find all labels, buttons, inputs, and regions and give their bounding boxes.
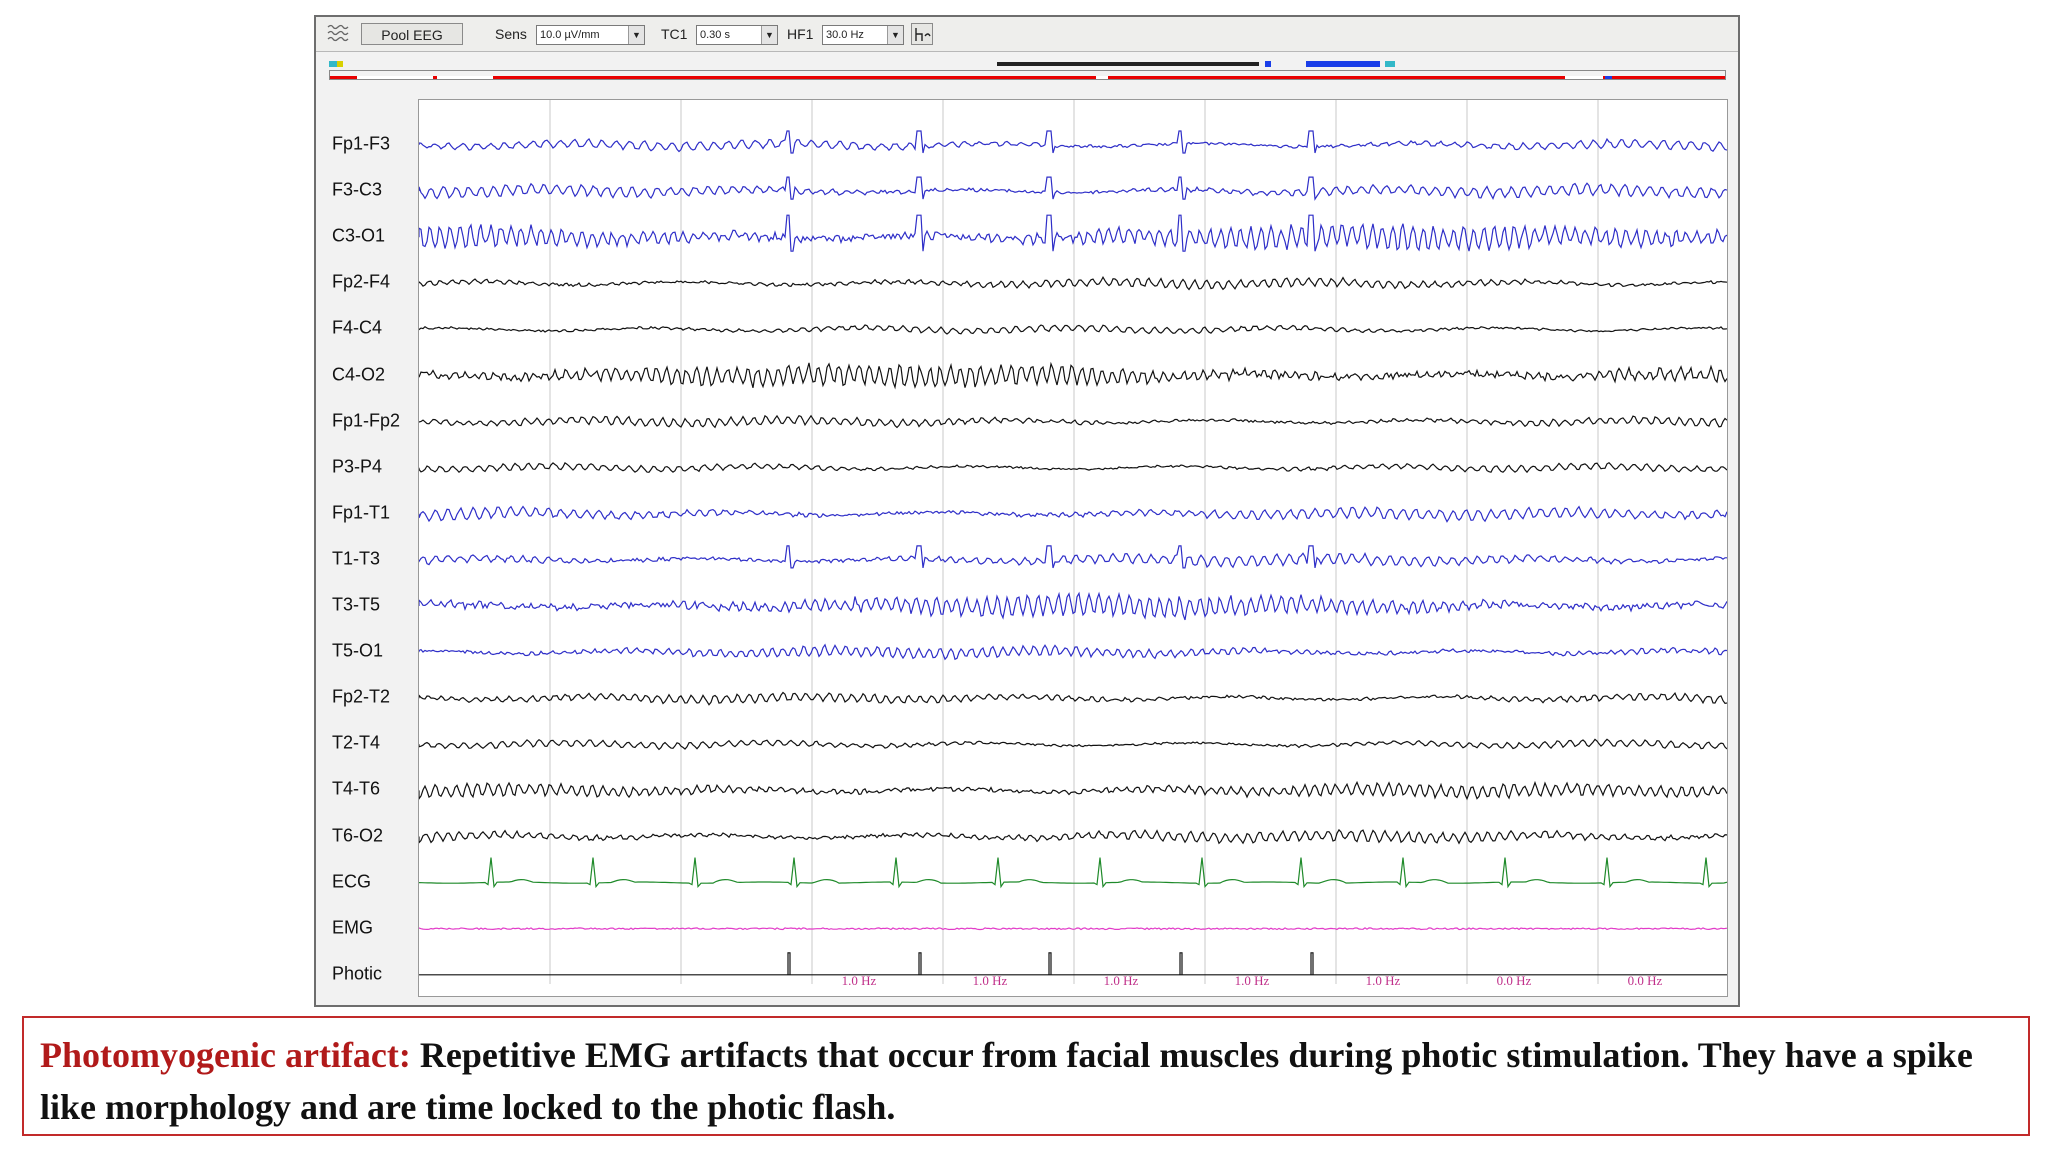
caption-text: Photomyogenic artifact: Repetitive EMG a… (40, 1029, 2012, 1133)
caption-box: Photomyogenic artifact: Repetitive EMG a… (22, 1016, 2030, 1136)
tc-label: TC1 (661, 26, 688, 42)
channel-label: T2-T4 (332, 732, 381, 753)
trace-t1-t3 (418, 545, 1727, 569)
dropdown-arrow-icon[interactable]: ▼ (761, 26, 777, 44)
caption-body: Repetitive EMG artifacts that occur from… (40, 1035, 1973, 1127)
trace-t3-t5 (418, 591, 1728, 621)
hf-select[interactable]: 30.0 Hz ▼ (822, 25, 904, 45)
montage-button[interactable]: Pool EEG (361, 23, 463, 45)
photic-rate-label: 1.0 Hz (973, 973, 1008, 988)
dropdown-arrow-icon[interactable]: ▼ (628, 26, 644, 44)
photic-flash-marker (918, 952, 922, 975)
channel-label: Fp2-F4 (332, 271, 391, 292)
eeg-viewer-window: Pool EEG Sens 10.0 µV/mm ▼ TC1 0.30 s ▼ … (314, 15, 1740, 1007)
channel-label: T5-O1 (332, 640, 384, 661)
channel-label: Fp1-T1 (332, 502, 391, 523)
channel-label: ECG (332, 871, 372, 892)
trace-t6-o2 (418, 828, 1728, 845)
channel-label: T1-T3 (332, 548, 381, 569)
channel-label: T4-T6 (332, 778, 381, 799)
trace-fp1-t1 (418, 505, 1728, 523)
dropdown-arrow-icon[interactable]: ▼ (887, 26, 903, 44)
channel-label: Fp1-Fp2 (332, 410, 401, 431)
trace-t4-t6 (418, 780, 1728, 801)
channel-label: C4-O2 (332, 364, 386, 384)
trace-c4-o2 (418, 361, 1728, 390)
hf-label: HF1 (787, 26, 814, 42)
photic-flash-marker (1179, 952, 1183, 975)
photic-flash-marker (1310, 952, 1314, 975)
channel-label: Fp2-T2 (332, 686, 391, 707)
photic-flash-marker (787, 952, 791, 975)
trace-t5-o1 (418, 643, 1728, 661)
trace-fp1-f3 (418, 130, 1728, 154)
channel-label: T6-O2 (332, 825, 384, 845)
channel-label-column: Fp1-F3 F3-C3 C3-O1 Fp2-F4 F4-C4 C4-O2 Fp1-Fp2 P… (332, 99, 418, 997)
channel-label: EMG (332, 917, 374, 938)
photic-flash-marker (1048, 952, 1052, 975)
eeg-trace-area[interactable]: 1.0 Hz 1.0 Hz 1.0 Hz 1.0 Hz 1.0 Hz 0.0 Hz 0.0 … (418, 99, 1728, 997)
sens-select[interactable]: 10.0 µV/mm ▼ (536, 25, 645, 45)
trace-c3-o1 (418, 214, 1728, 252)
channel-label: F4-C4 (332, 317, 383, 338)
hf-value: 30.0 Hz (826, 29, 864, 41)
sens-label: Sens (495, 26, 527, 42)
channel-label: F3-C3 (332, 179, 383, 200)
channel-label: Photic (332, 963, 383, 984)
channel-label: P3-P4 (332, 456, 383, 477)
trace-fp2-t2 (418, 691, 1728, 706)
trace-ecg (418, 857, 1728, 889)
photic-rate-label: 1.0 Hz (1366, 973, 1401, 988)
trace-fp2-f4 (418, 275, 1728, 291)
toolbar: Pool EEG Sens 10.0 µV/mm ▼ TC1 0.30 s ▼ … (316, 17, 1738, 52)
status-indicator-strip (329, 56, 1726, 67)
eeg-waves-icon[interactable] (326, 22, 350, 44)
channel-label: Fp1-F3 (332, 133, 391, 154)
trace-t2-t4 (418, 738, 1728, 751)
trace-p3-p4 (418, 461, 1728, 474)
photic-rate-label: 1.0 Hz (842, 973, 877, 988)
sens-value: 10.0 µV/mm (540, 29, 600, 41)
recording-marker-bar[interactable] (329, 70, 1726, 80)
photic-rate-label: 0.0 Hz (1497, 973, 1532, 988)
channel-label: T3-T5 (332, 594, 381, 615)
trace-f4-c4 (418, 324, 1728, 335)
caption-title: Photomyogenic artifact: (40, 1035, 411, 1075)
photic-rate-label: 1.0 Hz (1104, 973, 1139, 988)
filter-glyph-icon[interactable] (911, 23, 933, 45)
trace-fp1-fp2 (418, 414, 1728, 429)
trace-emg (418, 927, 1728, 931)
photic-rate-label: 0.0 Hz (1628, 973, 1663, 988)
tc-select[interactable]: 0.30 s ▼ (696, 25, 778, 45)
trace-f3-c3 (418, 176, 1728, 201)
tc-value: 0.30 s (700, 29, 730, 41)
channel-label: C3-O1 (332, 225, 386, 246)
photic-rate-label: 1.0 Hz (1235, 973, 1270, 988)
